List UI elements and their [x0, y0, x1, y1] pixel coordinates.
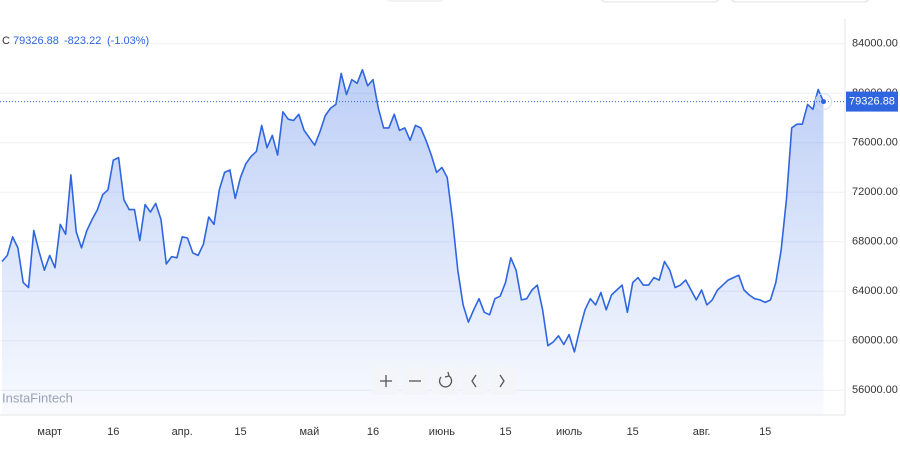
x-tick-label: 16 — [367, 426, 379, 438]
x-tick-label: 16 — [107, 426, 119, 438]
price-tag-label: 79326.88 — [849, 95, 895, 107]
plus-icon — [380, 375, 392, 387]
x-tick-label: 15 — [627, 426, 639, 438]
top-button[interactable] — [600, 0, 720, 3]
right-icon — [499, 374, 505, 388]
y-tick-label: 84000.00 — [852, 38, 898, 50]
reset-button[interactable] — [432, 367, 458, 395]
price-line — [1, 68, 825, 353]
price-tag — [846, 91, 898, 112]
y-tick-label: 68000.00 — [852, 236, 898, 248]
watermark: InstaFintech — [2, 390, 73, 405]
y-tick-label: 64000.00 — [852, 285, 898, 297]
reset-icon — [438, 371, 453, 388]
x-tick-label: 15 — [499, 426, 511, 438]
last-price: 79326.88 — [13, 35, 59, 47]
scroll-right-button[interactable] — [490, 367, 516, 395]
x-tick-label: май — [299, 426, 319, 438]
area-fill — [2, 69, 824, 415]
y-tick-label: 60000.00 — [852, 335, 898, 347]
x-tick-label: июнь — [429, 426, 455, 438]
top-button[interactable] — [385, 0, 445, 2]
x-tick-label: июль — [556, 426, 583, 438]
x-tick-label: апр. — [172, 426, 193, 438]
x-tick-label: 15 — [234, 426, 246, 438]
y-tick-label: 76000.00 — [852, 137, 898, 149]
last-point-halo — [815, 93, 832, 111]
scroll-left-button[interactable] — [461, 367, 487, 395]
top-button[interactable] — [730, 0, 870, 3]
x-tick-label: март — [37, 426, 62, 438]
left-icon — [471, 374, 477, 388]
last-point — [821, 99, 826, 105]
plot — [0, 68, 845, 415]
y-tick-label: 56000.00 — [852, 384, 898, 396]
change: -823.22 — [64, 35, 101, 47]
y-tick-label: 72000.00 — [852, 186, 898, 198]
x-tick-label: авг. — [693, 426, 711, 438]
x-tick-label: 15 — [759, 426, 771, 438]
change-percent: (-1.03%) — [107, 35, 149, 47]
symbol: С — [2, 35, 10, 47]
zoom-controls — [372, 367, 516, 395]
